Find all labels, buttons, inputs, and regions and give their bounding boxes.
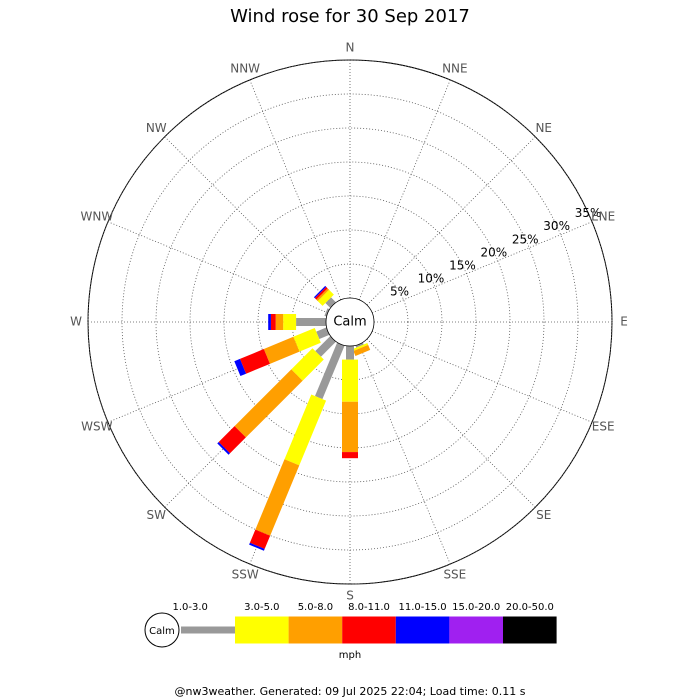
bar-segment — [218, 426, 246, 454]
direction-label: E — [620, 315, 628, 329]
bar-segment — [249, 542, 265, 551]
bar-segment — [352, 342, 369, 352]
bar-segment — [270, 314, 276, 330]
direction-label: W — [70, 315, 82, 329]
bar-segment — [284, 394, 327, 466]
direction-line — [372, 221, 593, 314]
legend-label: 8.0-11.0 — [348, 602, 390, 613]
bar-segment — [234, 358, 247, 377]
direction-line — [107, 221, 328, 314]
direction-label: SSW — [232, 568, 259, 582]
chart-title: Wind rose for 30 Sep 2017 — [230, 6, 470, 27]
direction-label: NE — [535, 121, 552, 135]
direction-label: N — [346, 41, 355, 55]
bar-segment — [315, 336, 336, 357]
direction-label: ESE — [592, 419, 615, 433]
direction-label: SE — [536, 508, 551, 522]
legend-swatch — [181, 626, 235, 634]
direction-label: WSW — [81, 419, 112, 433]
legend-swatch — [235, 616, 289, 644]
bar-segment — [296, 318, 326, 326]
bar-segment — [217, 441, 231, 455]
bar-segment — [293, 327, 321, 352]
legend-label: 15.0-20.0 — [452, 602, 500, 613]
legend-calm-circle — [144, 612, 180, 648]
r-tick-label: 30% — [543, 219, 570, 233]
r-tick-label: 5% — [390, 284, 409, 298]
r-tick-label: 20% — [480, 245, 507, 259]
legend-swatch — [342, 616, 396, 644]
r-tick-label: 15% — [449, 258, 476, 272]
r-tick-label: 25% — [512, 232, 539, 246]
legend-swatch — [395, 616, 450, 644]
direction-label: SW — [147, 508, 167, 522]
bar-segment — [342, 359, 358, 402]
direction-label: SSE — [443, 568, 466, 582]
bar-segment — [317, 289, 334, 306]
r-tick-label: 10% — [418, 271, 445, 285]
direction-line — [372, 330, 593, 423]
bar-segment — [314, 286, 328, 300]
units-label: mph — [339, 650, 361, 661]
bar-segment — [355, 342, 364, 348]
r-tick-label: 35% — [575, 206, 602, 220]
direction-label: NNW — [230, 61, 260, 75]
direction-label: S — [346, 589, 354, 603]
bar-segment — [291, 348, 324, 381]
legend-label: 11.0-15.0 — [399, 602, 447, 613]
bar-segment — [315, 342, 345, 400]
bar-segment — [316, 288, 330, 302]
direction-line — [358, 79, 451, 300]
direction-label: NW — [146, 121, 167, 135]
bar-segment — [283, 314, 297, 330]
bar-segment — [346, 346, 354, 360]
direction-label: NNE — [442, 61, 468, 75]
bar-segment — [249, 529, 271, 549]
calm-circle — [325, 297, 375, 347]
legend-swatch — [449, 616, 503, 644]
bar-segment — [316, 327, 330, 340]
legend-calm-label: Calm — [149, 626, 175, 637]
calm-label: Calm — [333, 315, 366, 330]
bar-segment — [324, 308, 330, 317]
direction-line — [164, 136, 334, 306]
legend-label: 3.0-5.0 — [244, 602, 279, 613]
bar-segment — [342, 401, 358, 453]
bar-segment — [268, 314, 271, 330]
legend-label: 5.0-8.0 — [298, 602, 333, 613]
footer: @nw3weather. Generated: 09 Jul 2025 22:0… — [175, 685, 526, 698]
direction-line — [249, 79, 342, 300]
bar-segment — [275, 314, 284, 330]
bar-segment — [325, 297, 336, 308]
legend-label: 1.0-3.0 — [172, 602, 207, 613]
bar-segment — [239, 349, 270, 374]
bar-segment — [353, 344, 371, 357]
direction-label: ENE — [591, 210, 615, 224]
legend-swatch — [288, 616, 343, 644]
bar-segment — [255, 459, 300, 536]
direction-line — [366, 338, 536, 508]
direction-line — [366, 136, 536, 306]
bar-segment — [234, 369, 303, 438]
bar-segment — [342, 452, 358, 459]
bar-segment — [313, 285, 327, 299]
direction-line — [358, 344, 451, 565]
bar-segment — [263, 336, 300, 364]
legend-swatch — [503, 616, 557, 644]
legend-label: 20.0-50.0 — [506, 602, 554, 613]
direction-label: WNW — [80, 210, 113, 224]
grid-ring — [155, 127, 545, 517]
